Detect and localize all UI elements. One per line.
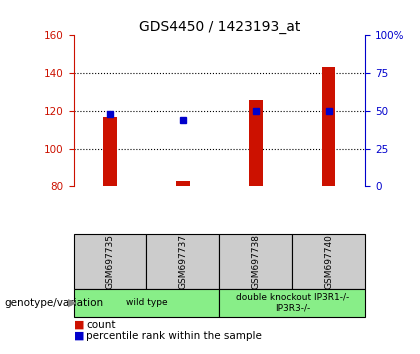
- Bar: [292, 234, 365, 289]
- Text: ▶: ▶: [68, 298, 77, 308]
- Bar: [220, 289, 365, 317]
- Bar: [74, 289, 220, 317]
- Bar: [147, 234, 220, 289]
- Bar: [220, 234, 292, 289]
- Bar: [103, 116, 117, 187]
- Text: count: count: [86, 320, 116, 330]
- Text: ■: ■: [74, 331, 84, 341]
- Bar: [322, 68, 336, 187]
- Text: GSM697737: GSM697737: [178, 234, 187, 289]
- Text: wild type: wild type: [126, 298, 167, 307]
- Text: double knockout IP3R1-/-
IP3R3-/-: double knockout IP3R1-/- IP3R3-/-: [236, 293, 349, 312]
- Text: GSM697740: GSM697740: [324, 234, 333, 289]
- Bar: [74, 234, 147, 289]
- Text: GSM697738: GSM697738: [252, 234, 260, 289]
- Text: GSM697735: GSM697735: [105, 234, 115, 289]
- Text: percentile rank within the sample: percentile rank within the sample: [86, 331, 262, 341]
- Title: GDS4450 / 1423193_at: GDS4450 / 1423193_at: [139, 21, 300, 34]
- Text: ■: ■: [74, 320, 84, 330]
- Bar: [249, 99, 262, 187]
- Bar: [176, 181, 189, 187]
- Text: genotype/variation: genotype/variation: [4, 298, 103, 308]
